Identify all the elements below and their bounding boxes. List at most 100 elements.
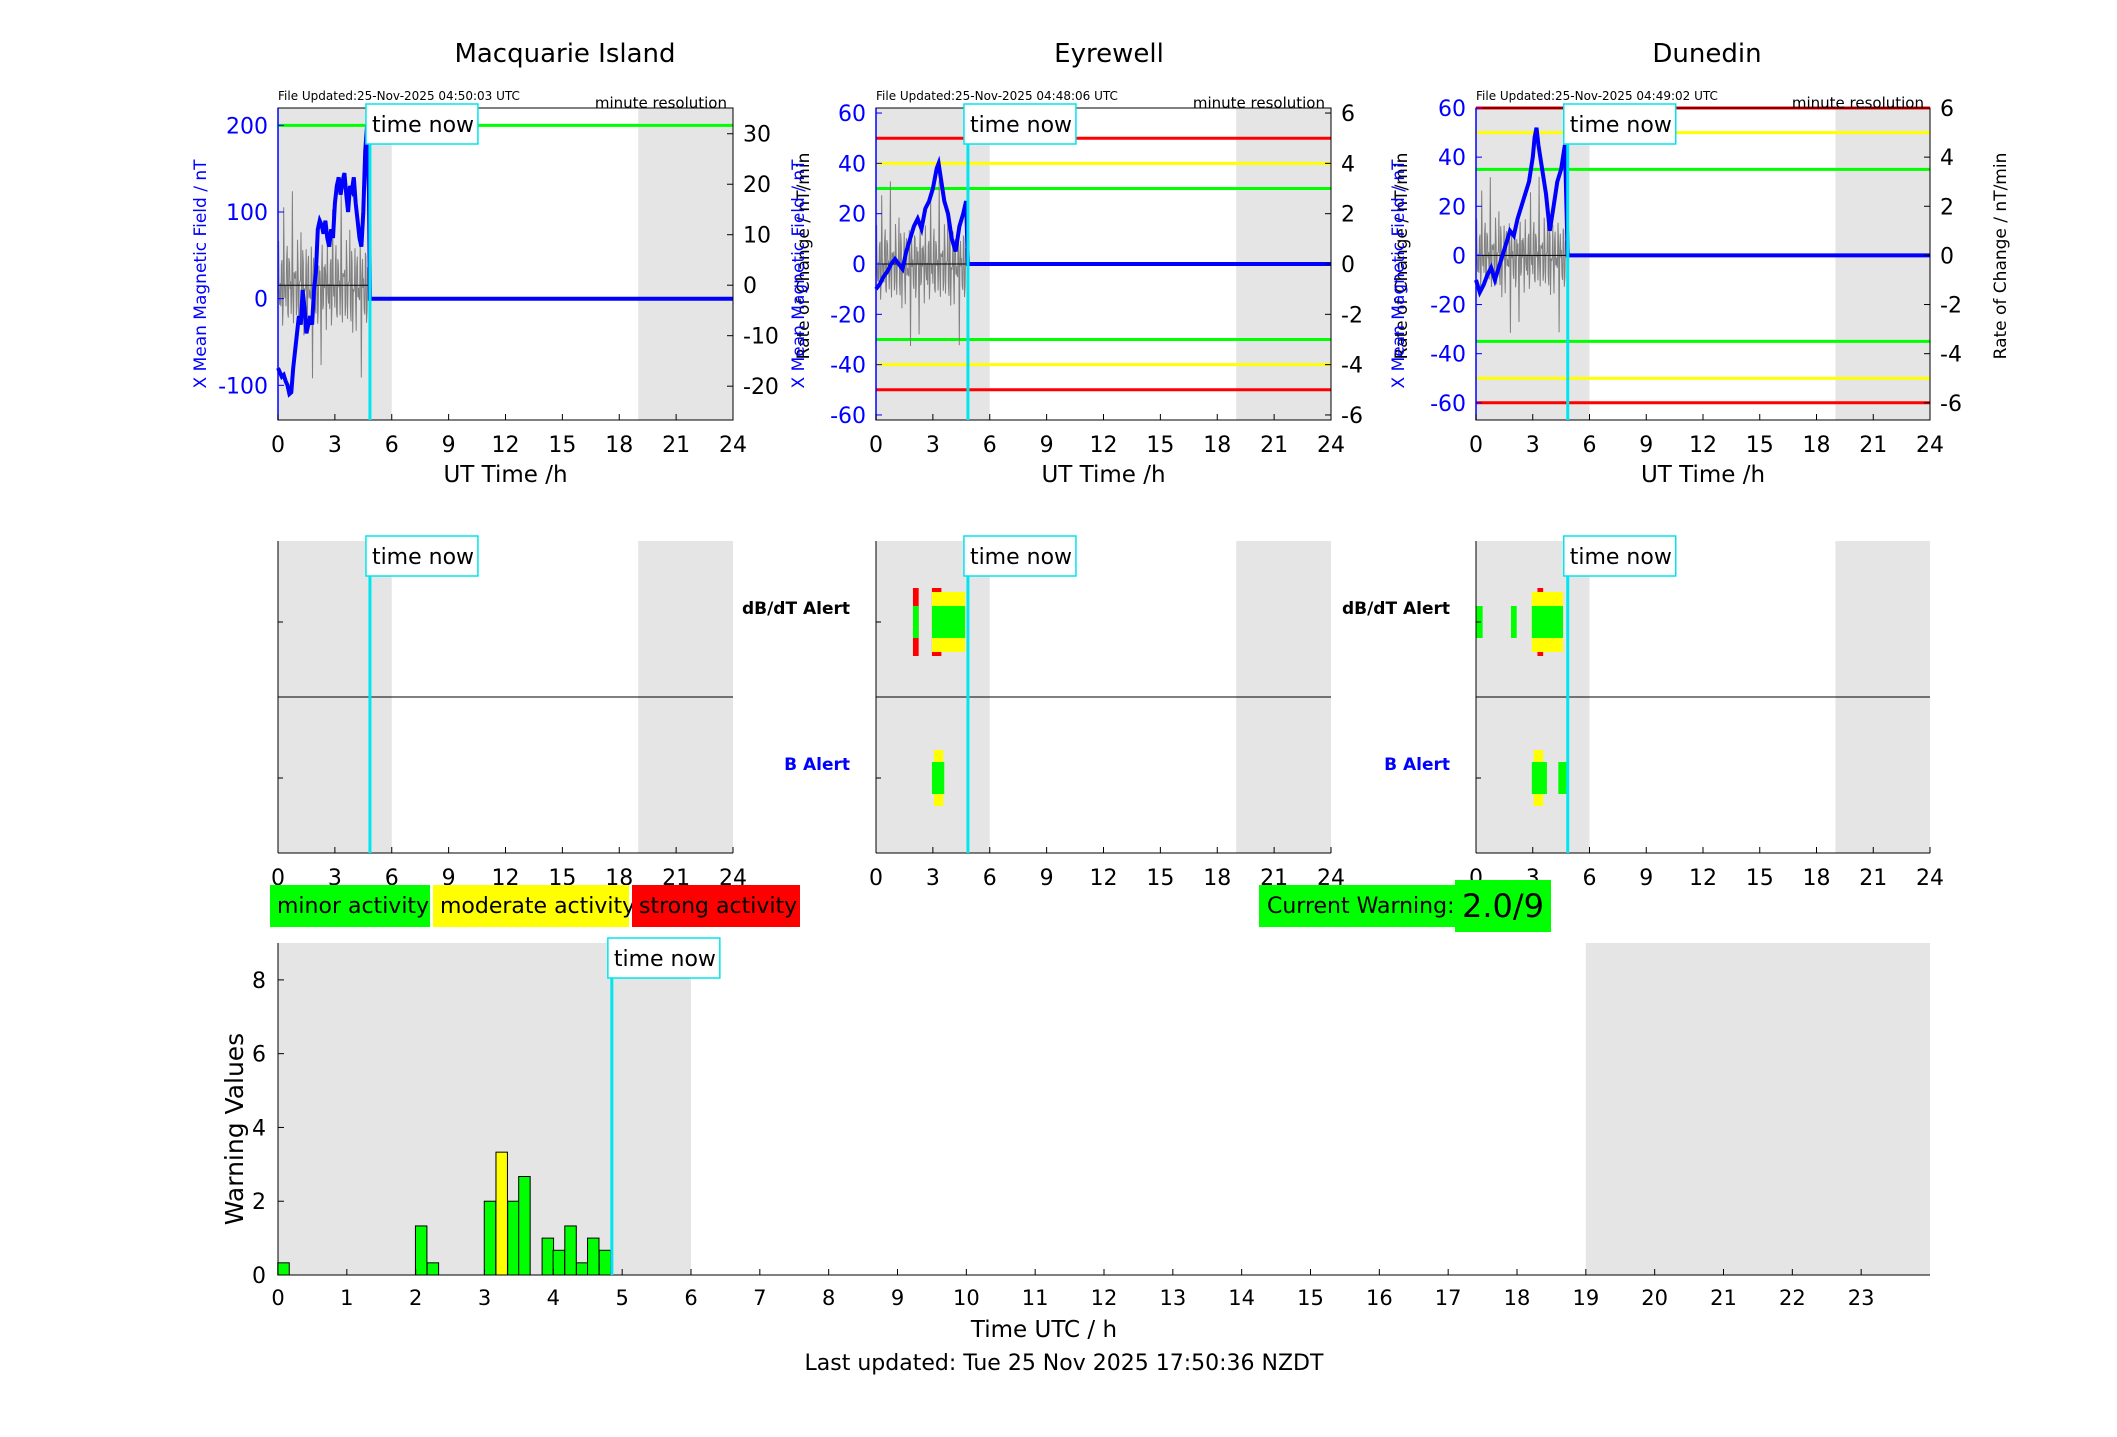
alert-panel-3-xtick-label: 15 (1746, 866, 1774, 891)
alert-panel-1-time-now-box (365, 535, 479, 577)
station-2-ytick-right-label: 4 (1341, 152, 1355, 177)
station-2-ytick-right-label: -4 (1341, 354, 1363, 379)
station-2-ytick-label: 0 (852, 253, 866, 278)
station-1-ytick-label: 200 (226, 114, 268, 139)
legend-swatch-1 (270, 885, 430, 927)
station-2-title: Eyrewell (1054, 39, 1164, 69)
station-2-xlabel: UT Time /h (1041, 462, 1165, 488)
station-2-ytick-label: -60 (830, 404, 866, 429)
warning-bar (518, 1176, 531, 1276)
alert-panel-3-b-label: B Alert (1384, 755, 1450, 775)
alert-panel-2-dbdt-alert-bar (912, 606, 919, 638)
warning-xtick-label: 2 (409, 1286, 422, 1310)
warning-xtick-label: 13 (1159, 1286, 1186, 1310)
station-1-ytick-right-label: 0 (743, 274, 757, 299)
station-2-ytick-right-label: 2 (1341, 203, 1355, 228)
station-3-ytick-right-label: 4 (1940, 146, 1954, 171)
warning-bar (564, 1225, 577, 1276)
alert-panel-3-xtick-label: 18 (1803, 866, 1831, 891)
station-1-ytick-right-label: -20 (743, 375, 779, 400)
alert-panel-2-dbdt-alert-bar (931, 606, 966, 638)
station-3-ytick-right-label: 0 (1940, 244, 1954, 269)
warning-bar (587, 1237, 600, 1276)
warning-xlabel: Time UTC / h (970, 1317, 1117, 1343)
station-2-xtick-label: 12 (1090, 433, 1118, 458)
station-2-time-now-label: time now (970, 113, 1072, 138)
alert-panel-3-xtick-label: 6 (1583, 866, 1597, 891)
warning-bar (552, 1249, 566, 1276)
station-3-xtick-label: 24 (1916, 433, 1944, 458)
alert-panel-3-dbdt-alert-bar (1531, 606, 1564, 638)
alert-panel-2-xtick-label: 6 (983, 866, 997, 891)
alert-panel-3-b-alert-bar (1558, 762, 1569, 794)
legend-swatch-2 (433, 885, 629, 927)
station-3-ytick-right-label: 6 (1940, 97, 1954, 122)
station-2-ytick-label: 40 (838, 152, 866, 177)
station-2-xtick-label: 9 (1040, 433, 1054, 458)
station-3-ytick-right-label: -4 (1940, 343, 1962, 368)
alert-panel-3-b-alert-bar (1531, 762, 1547, 794)
alert-panel-1-xtick-label: 6 (385, 866, 399, 891)
station-2-xtick-label: 21 (1260, 433, 1288, 458)
current-warning-label: Current Warning: (1267, 894, 1454, 919)
legend-label-3: strong activity (639, 894, 797, 919)
station-3-field-series (1474, 127, 1930, 298)
warning-xtick-label: 6 (684, 1286, 697, 1310)
station-1-time-now-label: time now (372, 113, 474, 138)
station-1-ytick-right-label: 30 (743, 123, 771, 148)
station-3-ytick-right-label: -2 (1940, 294, 1962, 319)
alert-panel-3-xtick-label: 24 (1916, 866, 1944, 891)
alert-panel-2-xtick-label: 15 (1146, 866, 1174, 891)
station-2-ytick-right-label: -6 (1341, 404, 1363, 429)
station-3-title: Dunedin (1652, 39, 1761, 69)
station-1-xtick-label: 18 (605, 433, 633, 458)
warning-xtick-label: 23 (1848, 1286, 1875, 1310)
warning-xtick-label: 8 (822, 1286, 835, 1310)
station-1-resolution: minute resolution (595, 94, 727, 112)
station-2-file-updated: File Updated:25-Nov-2025 04:48:06 UTC (876, 89, 1118, 103)
station-1-xtick-label: 6 (385, 433, 399, 458)
station-3-ylabel-left: X Mean Magnetic Field / nT (1389, 159, 1409, 389)
warning-xtick-label: 0 (271, 1286, 284, 1310)
station-3-xtick-label: 21 (1859, 433, 1887, 458)
warning-bar (507, 1200, 520, 1276)
warning-xtick-label: 16 (1366, 1286, 1393, 1310)
warning-ytick-label: 0 (252, 1264, 266, 1289)
station-2-ytick-right-label: 6 (1341, 102, 1355, 127)
station-3-ytick-label: -40 (1430, 343, 1466, 368)
warning-xtick-label: 12 (1091, 1286, 1118, 1310)
alert-panel-3-time-now-label: time now (1570, 545, 1672, 570)
last-updated: Last updated: Tue 25 Nov 2025 17:50:36 N… (805, 1351, 1324, 1376)
alert-panel-2-xtick-label: 18 (1203, 866, 1231, 891)
current-warning-value-box (1455, 880, 1551, 932)
current-warning-value: 2.0/9 (1462, 887, 1544, 925)
station-3-ytick-label: -60 (1430, 392, 1466, 417)
station-3-ylabel-right: Rate of Change / nT/min (1991, 153, 2011, 360)
station-1-ytick-right-label: 20 (743, 173, 771, 198)
station-2-ylabel-right: Rate of Change / nT/min (1392, 153, 1412, 360)
alert-panel-2-time-now-label: time now (970, 545, 1072, 570)
station-1-ytick-right-label: -10 (743, 325, 779, 350)
warning-xtick-label: 10 (953, 1286, 980, 1310)
station-2-xtick-label: 0 (869, 433, 883, 458)
warning-xtick-label: 11 (1022, 1286, 1049, 1310)
legend-label-2: moderate activity (440, 894, 635, 919)
station-3-resolution: minute resolution (1792, 94, 1924, 112)
alert-panel-3-dbdt-alert-bar (1510, 606, 1517, 638)
alert-panel-2-dbdt-label: dB/dT Alert (742, 599, 850, 619)
warning-night-shading (1585, 943, 1930, 1275)
station-2-ytick-label: 20 (838, 203, 866, 228)
alert-panel-2-time-now-box (963, 535, 1077, 577)
station-3-time-now-label: time now (1570, 113, 1672, 138)
warning-xtick-label: 7 (753, 1286, 766, 1310)
station-1-ylabel-left: X Mean Magnetic Field / nT (191, 159, 211, 389)
station-1-time-now-box (365, 103, 479, 145)
station-3-time-now-box (1562, 103, 1677, 145)
station-1-xtick-label: 9 (442, 433, 456, 458)
alert-panel-2-b-label: B Alert (784, 755, 850, 775)
warning-ytick-label: 4 (252, 1116, 266, 1141)
alert-panel-2-xtick-label: 12 (1090, 866, 1118, 891)
station-2-ytick-label: -40 (830, 354, 866, 379)
station-3-night-shading (1835, 108, 1930, 420)
station-1-xlabel: UT Time /h (443, 462, 567, 488)
